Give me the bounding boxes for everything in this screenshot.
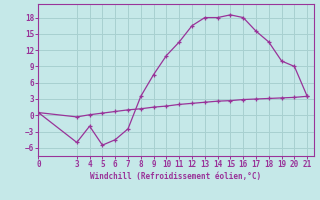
X-axis label: Windchill (Refroidissement éolien,°C): Windchill (Refroidissement éolien,°C) <box>91 172 261 181</box>
